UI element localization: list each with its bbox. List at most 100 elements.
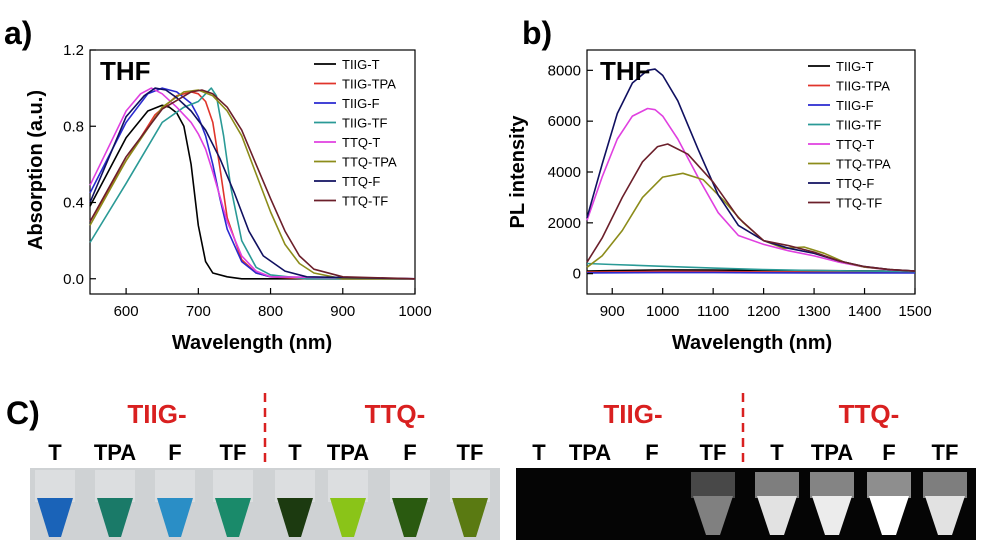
chart-b-legend-label: TIIG-TPA (836, 79, 890, 94)
panel-c-label: C) (6, 395, 40, 431)
vial-cap (390, 470, 430, 502)
vial-label-left: T (288, 440, 302, 465)
chart-a-series-tiig-t (89, 104, 415, 280)
panel-a-label: a) (4, 15, 32, 51)
chart-b-series-group (586, 68, 916, 274)
chart-a-xtick-label: 900 (330, 303, 355, 320)
vial-glow (812, 496, 852, 535)
chart-a-legend-label: TIIG-TPA (342, 77, 396, 92)
vial-cap (213, 470, 253, 502)
chart-b-xtick-label: 1500 (898, 303, 931, 320)
vial-glow-cap (691, 472, 735, 498)
vial-glow-cap (867, 472, 911, 498)
chart-b-legend-label: TTQ-T (836, 137, 874, 152)
vial-label-right: TPA (569, 440, 611, 465)
vial-label-left: F (168, 440, 181, 465)
chart-a-ytick-label: 0.0 (63, 271, 84, 288)
chart-a-ytick-label: 0.4 (63, 195, 84, 212)
chart-a-series-group (89, 87, 416, 280)
vial-cap (35, 470, 75, 502)
chart-b-ytick-label: 2000 (548, 215, 581, 232)
chart-b-xtick-label: 1400 (848, 303, 881, 320)
vial-cap (450, 470, 490, 502)
chart-a-legend-label: TIIG-F (342, 96, 380, 111)
left-group2-title: TTQ- (365, 399, 426, 429)
chart-b-xlabel: Wavelength (nm) (672, 332, 832, 354)
chart-a-xtick-label: 700 (186, 303, 211, 320)
panel-b-label: b) (522, 15, 552, 51)
chart-b-xtick-label: 1200 (747, 303, 780, 320)
chart-b-ticks: 900 1000 1100 1200 1300 1400 1500 0 2000 4000 6000… (548, 62, 932, 320)
chart-b-xtick-label: 900 (600, 303, 625, 320)
chart-b-legend-label: TTQ-F (836, 176, 874, 191)
chart-a-series-tiig-f (89, 87, 416, 280)
chart-a-series-ttq-tf (89, 89, 416, 280)
vial-liquid (452, 498, 488, 537)
chart-b-legend-label: TIIG-F (836, 98, 874, 113)
vial-label-right: T (770, 440, 784, 465)
vial-label-left: T (48, 440, 62, 465)
chart-a-legend-label: TIIG-T (342, 57, 380, 72)
chart-b-xtick-label: 1300 (797, 303, 830, 320)
chart-a-xlabel: Wavelength (nm) (172, 332, 332, 354)
vial-glow (757, 496, 797, 535)
chart-a-ylabel: Absorption (a.u.) (25, 90, 47, 250)
chart-a-ytick-label: 1.2 (63, 42, 84, 59)
chart-b-ylabel: PL intensity (507, 115, 529, 229)
vial-liquid (97, 498, 133, 537)
chart-a-legend-label: TTQ-F (342, 174, 380, 189)
vial-glow (693, 496, 733, 535)
vial-cap (95, 470, 135, 502)
vial-photo-nir (516, 468, 976, 540)
chart-a-annotation: THF (100, 56, 151, 86)
vial-glow (925, 496, 965, 535)
vial-label-right: T (532, 440, 546, 465)
vial-glow (869, 496, 909, 535)
vial-labels: T TPA F TF T TPA F TF T TPA F TF T TPA F TF (48, 440, 958, 465)
chart-a-xtick-label: 1000 (398, 303, 431, 320)
chart-a-ticks: 600 700 800 900 1000 0.0 0.4 0.8 1.2 (63, 42, 432, 320)
vial-glow-cap (810, 472, 854, 498)
chart-a-series-ttq-f (89, 87, 416, 280)
chart-a-series-tiig-tf (89, 87, 415, 280)
vial-label-right: F (882, 440, 895, 465)
chart-b-ytick-label: 6000 (548, 113, 581, 130)
vial-liquid (37, 498, 73, 537)
vial-liquid (157, 498, 193, 537)
vial-cap (328, 470, 368, 502)
vial-label-right: F (645, 440, 658, 465)
vial-glow-cap (923, 472, 967, 498)
chart-a-legend: TIIG-T TIIG-TPA TIIG-F TIIG-TF TTQ-T TTQ-TPA T… (314, 57, 397, 209)
vial-label-left: TPA (327, 440, 369, 465)
vial-glow-cap (755, 472, 799, 498)
chart-a-series-ttq-t (89, 87, 416, 280)
chart-b-ytick-label: 4000 (548, 164, 581, 181)
vial-cap (275, 470, 315, 502)
chart-b-legend-label: TIIG-TF (836, 118, 882, 133)
vial-label-left: TPA (94, 440, 136, 465)
chart-b-xtick-label: 1000 (646, 303, 679, 320)
left-group1-title: TIIG- (127, 399, 186, 429)
vial-cap (155, 470, 195, 502)
vial-label-right: TPA (811, 440, 853, 465)
chart-a-series-ttq-tpa (89, 89, 415, 280)
chart-b-legend-label: TTQ-TPA (836, 157, 891, 172)
chart-a-legend-label: TIIG-TF (342, 116, 388, 131)
chart-b-legend-label: TTQ-TF (836, 196, 882, 211)
vial-liquid (277, 498, 313, 537)
chart-b-xtick-label: 1100 (697, 303, 729, 320)
vial-liquid (215, 498, 251, 537)
right-group2-title: TTQ- (839, 399, 900, 429)
chart-b-series-ttq-tf (586, 143, 916, 272)
chart-a-frame (89, 49, 416, 295)
vial-label-right: TF (932, 440, 959, 465)
chart-a-xtick-label: 800 (258, 303, 283, 320)
chart-b-legend: TIIG-T TIIG-TPA TIIG-F TIIG-TF TTQ-T TTQ-TPA T… (808, 59, 891, 211)
vial-liquid (330, 498, 366, 537)
chart-a-legend-label: TTQ-T (342, 135, 380, 150)
vial-photos: TIIG- TTQ- TIIG- TTQ- T TPA F TF T TPA F TF T TPA… (30, 393, 976, 540)
chart-a-xtick-label: 600 (114, 303, 139, 320)
vial-label-left: TF (457, 440, 484, 465)
chart-b-series-ttq-t (586, 107, 916, 272)
chart-a-legend-label: TTQ-TF (342, 194, 388, 209)
